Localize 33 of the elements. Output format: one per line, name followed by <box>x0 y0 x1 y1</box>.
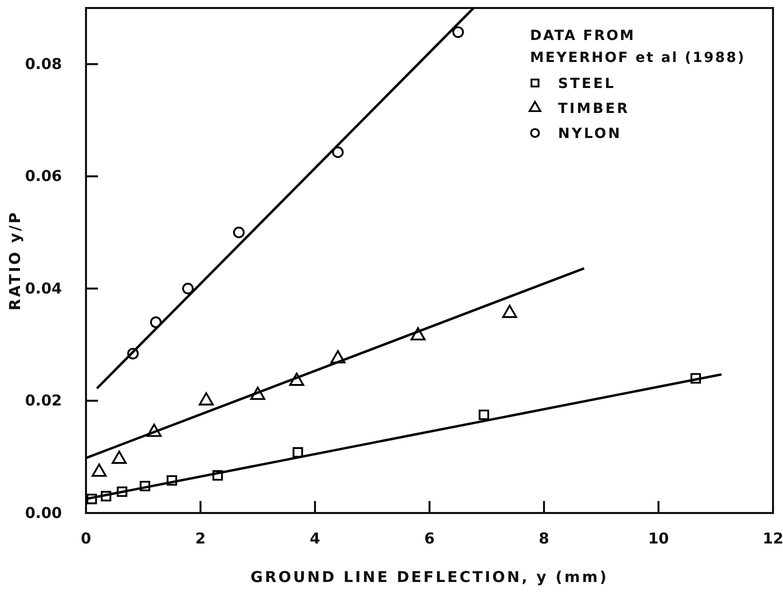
x-tick-label: 0 <box>80 530 92 548</box>
point <box>332 146 344 158</box>
point <box>127 348 139 360</box>
point <box>166 475 178 486</box>
point <box>116 486 128 497</box>
point <box>690 373 701 384</box>
y-tick-label: 0.06 <box>24 167 62 186</box>
point <box>140 480 150 492</box>
x-axis-title: GROUND LINE DEFLECTION, y (mm) <box>250 568 608 586</box>
x-tick-label: 6 <box>424 530 435 548</box>
x-tick-label: 10 <box>648 530 669 548</box>
point <box>150 316 162 328</box>
x-tick-label: 2 <box>195 530 206 548</box>
legend-title: DATA FROM MEYERHOF et al (1988) <box>530 28 746 66</box>
point <box>478 410 490 420</box>
point <box>182 282 194 294</box>
y-axis-title: RATIO y/P <box>6 210 24 311</box>
point <box>100 490 112 502</box>
legend-label: NYLON <box>558 126 622 142</box>
y-tick-label: 0.08 <box>24 54 62 73</box>
point <box>86 494 97 504</box>
legend-label: STEEL <box>558 76 616 92</box>
y-tick-label: 0.00 <box>24 504 62 522</box>
y-tick-label: 0.02 <box>24 392 62 410</box>
x-tick-label: 8 <box>538 530 550 548</box>
legend-label: TIMBER <box>558 101 630 117</box>
x-tick-label: 4 <box>310 530 320 548</box>
x-tick-label: 12 <box>762 530 783 548</box>
point <box>212 470 223 481</box>
point <box>233 226 245 238</box>
y-tick-label: 0.04 <box>24 279 62 298</box>
point <box>292 447 304 458</box>
point <box>452 26 464 38</box>
